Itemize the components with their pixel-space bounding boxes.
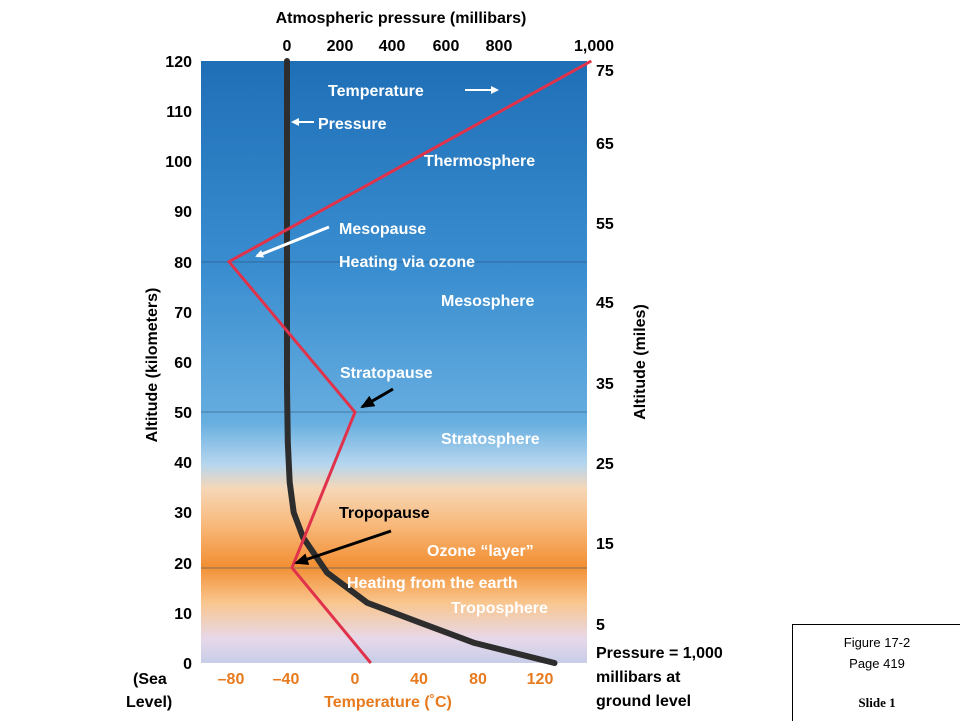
right-axis-label: Altitude (miles) (632, 304, 649, 420)
bottom-tick-40: 40 (410, 671, 428, 688)
top-tick-0: 0 (283, 38, 292, 55)
bottom-tick-0: 0 (351, 671, 360, 688)
left-tick-0: 0 (183, 656, 192, 673)
left-tick-80: 80 (174, 255, 192, 272)
mesopause-arrow (255, 225, 330, 258)
annotation-troposphere: Troposphere (451, 600, 548, 617)
left-tick-100: 100 (165, 154, 192, 171)
left-axis-label: Altitude (kilometers) (144, 288, 161, 443)
right-tick-65: 65 (596, 136, 614, 153)
top-tick-1000: 1,000 (574, 38, 614, 55)
bottom-tick-120: 120 (527, 671, 554, 688)
right-tick-5: 5 (596, 617, 605, 634)
right-tick-75: 75 (596, 63, 614, 80)
left-tick-50: 50 (174, 405, 192, 422)
figure-number: Figure 17-2 (843, 635, 911, 650)
left-tick-60: 60 (174, 355, 192, 372)
annotation-mesosphere: Mesosphere (441, 293, 534, 310)
bottom-axis-label: Temperature (˚C) (324, 694, 452, 711)
annotation-stratosphere: Stratosphere (441, 431, 540, 448)
top-tick-800: 800 (486, 38, 513, 55)
annotation-pressure: Pressure (318, 116, 387, 133)
annotation-mesopause: Mesopause (339, 221, 426, 238)
right-tick-55: 55 (596, 216, 614, 233)
left-tick-120: 120 (165, 54, 192, 71)
stratopause-arrow (360, 387, 394, 409)
top-tick-200: 200 (327, 38, 354, 55)
bottom-tick-m80: –80 (218, 671, 245, 688)
annotation-temperature: Temperature (328, 83, 424, 100)
right-tick-25: 25 (596, 456, 614, 473)
right-tick-15: 15 (596, 536, 614, 553)
left-tick-70: 70 (174, 305, 192, 322)
figure-page: Page 419 (849, 656, 905, 671)
tropopause-arrow (294, 529, 392, 565)
annotation-heating-earth: Heating from the earth (347, 575, 518, 592)
sea-level-label-1: (Sea (133, 671, 167, 688)
left-tick-40: 40 (174, 455, 192, 472)
ground-note-3: ground level (596, 693, 691, 710)
left-tick-20: 20 (174, 556, 192, 573)
plot-background (201, 61, 587, 663)
ground-note-1: Pressure = 1,000 (596, 645, 723, 662)
right-tick-45: 45 (596, 295, 614, 312)
left-tick-30: 30 (174, 505, 192, 522)
figure-reference-box: Figure 17-2 Page 419 Slide 1 (792, 624, 960, 721)
top-axis-label: Atmospheric pressure (millibars) (276, 10, 527, 27)
slide-number: Slide 1 (858, 695, 896, 710)
annotation-heating-ozone: Heating via ozone (339, 254, 475, 271)
top-tick-400: 400 (379, 38, 406, 55)
left-tick-90: 90 (174, 204, 192, 221)
temperature-line (226, 59, 593, 664)
ground-note-2: millibars at (596, 669, 681, 686)
annotation-thermosphere: Thermosphere (424, 153, 535, 170)
top-tick-600: 600 (433, 38, 460, 55)
bottom-tick-m40: –40 (273, 671, 300, 688)
right-tick-35: 35 (596, 376, 614, 393)
sea-level-label-2: Level) (126, 694, 172, 711)
left-tick-10: 10 (174, 606, 192, 623)
bottom-tick-80: 80 (469, 671, 487, 688)
annotation-stratopause: Stratopause (340, 365, 433, 382)
annotation-ozone-layer: Ozone “layer” (427, 543, 534, 560)
left-tick-110: 110 (166, 104, 192, 121)
annotation-tropopause: Tropopause (339, 505, 430, 522)
